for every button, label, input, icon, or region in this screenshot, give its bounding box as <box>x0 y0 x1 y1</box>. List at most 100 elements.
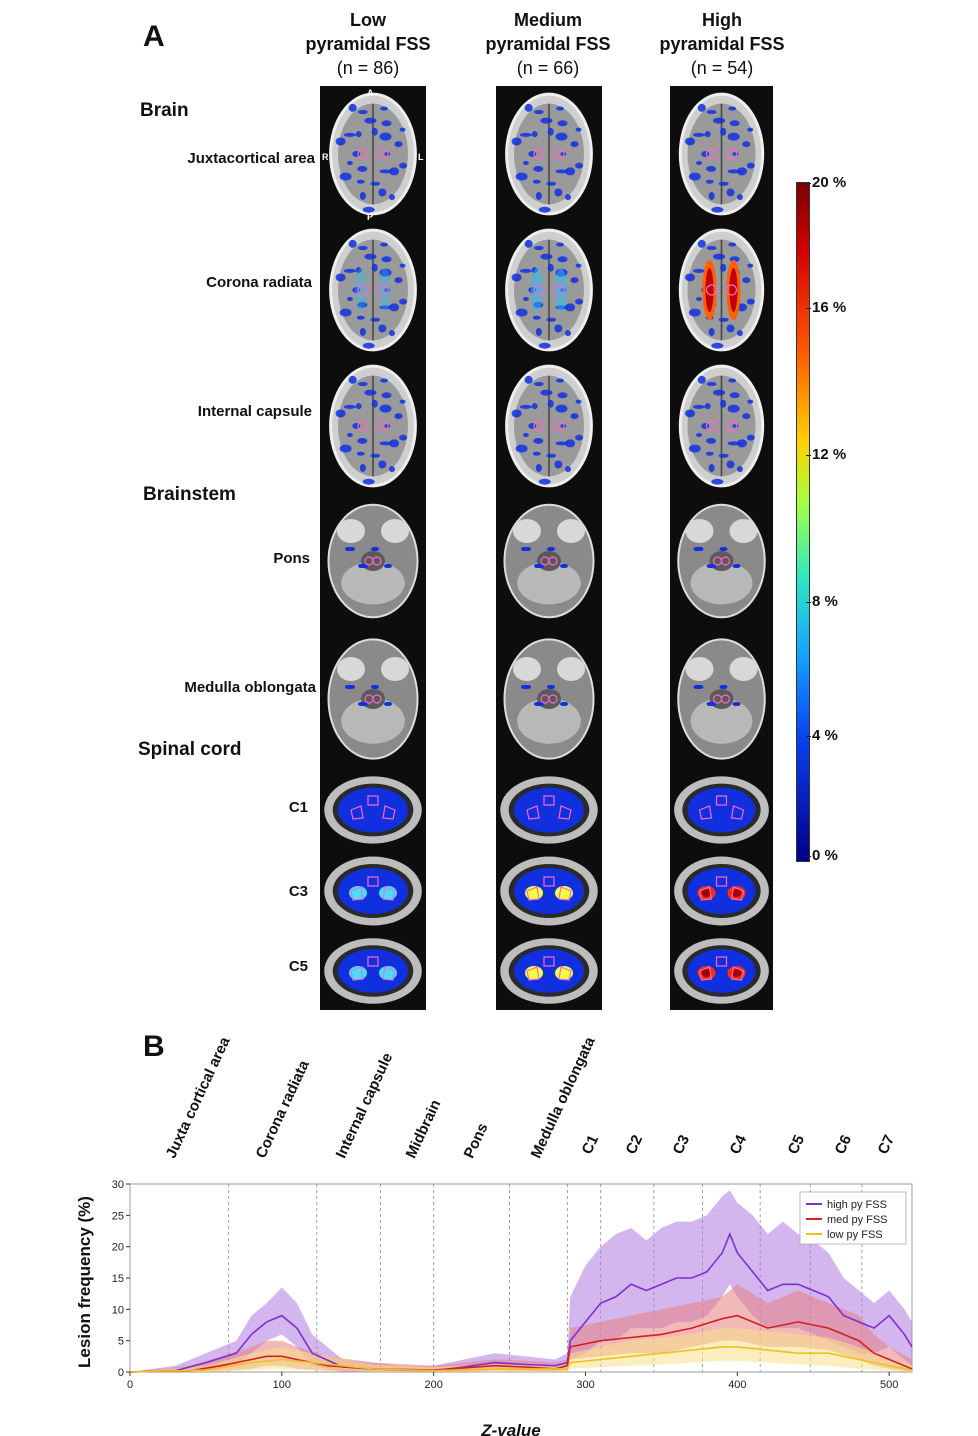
column-medium-title-line1: Medium <box>513 10 582 30</box>
legend-label-0: high py FSS <box>827 1199 887 1211</box>
column-medium-title-line2: pyramidal FSS <box>485 34 611 54</box>
column-low-title-line2: pyramidal FSS <box>305 34 431 54</box>
legend-label-2: low py FSS <box>827 1229 883 1241</box>
tile-high-corona-radiata <box>670 222 773 358</box>
section-label-spinal-cord: Spinal cord <box>138 739 242 760</box>
tile-medium-c3 <box>496 850 602 932</box>
region-label-3: Midbrain <box>402 1097 445 1161</box>
section-label-brain: Brain <box>140 100 189 121</box>
region-label-6: C1 <box>578 1132 603 1157</box>
line-high-py-FSS <box>129 1231 913 1373</box>
region-label-10: C5 <box>784 1132 809 1157</box>
column-header-high: High pyramidal FSS (n = 54) <box>627 8 817 80</box>
region-label-1: Corona radiata <box>252 1057 313 1161</box>
tile-high-c3 <box>670 850 773 932</box>
x-axis-label: Z-value <box>480 1421 541 1436</box>
row-label-c3: C3 <box>288 883 308 900</box>
chart-legend: high py FSS med py FSS low py FSS <box>799 1191 907 1245</box>
region-label-9: C4 <box>726 1132 751 1157</box>
region-label-7: C2 <box>622 1132 647 1157</box>
band-med-py-FSS <box>130 1284 912 1372</box>
tile-medium-medulla <box>496 628 602 770</box>
colorbar-tick-20: 20 % <box>805 174 847 191</box>
y-tick-label-10: 10 <box>112 1304 124 1316</box>
row-label-c5: C5 <box>288 958 308 975</box>
region-label-2: Internal capsule <box>332 1050 397 1161</box>
region-label-8: C3 <box>669 1132 694 1157</box>
tile-medium-corona-radiata <box>496 222 602 358</box>
tile-medium-juxtacortical <box>496 86 602 222</box>
y-tick-label-20: 20 <box>112 1242 124 1254</box>
tile-medium-c1 <box>496 770 602 850</box>
tile-low-corona-radiata <box>320 222 426 358</box>
column-low-count: (n = 86) <box>336 58 400 78</box>
colorbar-tick-0: 0 % <box>806 847 838 864</box>
tile-medium-internal-capsule <box>496 358 602 494</box>
region-label-0: Juxta cortical area <box>162 1034 234 1161</box>
colorbar-tick-4: 4 % <box>806 727 838 744</box>
tile-low-c1 <box>320 770 426 850</box>
tile-medium-c5 <box>496 932 602 1010</box>
tile-low-medulla <box>320 628 426 770</box>
tile-low-pons <box>320 494 426 628</box>
tile-high-juxtacortical <box>670 86 773 222</box>
colorbar-tick-16: 16 % <box>805 299 847 316</box>
line-low-py-FSS <box>129 1346 913 1373</box>
lesion-frequency-chart: 0 100 200 300 400 500 0 5 10 15 20 25 30 Z-value Lesio… <box>75 1179 913 1436</box>
x-tick-label-200: 200 <box>425 1379 443 1391</box>
column-medium-count: (n = 66) <box>516 58 580 78</box>
row-label-medulla: Medulla oblongata <box>184 679 316 696</box>
row-label-corona-radiata: Corona radiata <box>206 274 312 291</box>
tile-medium-pons <box>496 494 602 628</box>
tile-low-c5 <box>320 932 426 1010</box>
x-tick-label-100: 100 <box>273 1379 291 1391</box>
band-high-py-FSS <box>130 1190 912 1372</box>
region-label-4: Pons <box>460 1120 492 1161</box>
column-low-title-line1: Low <box>350 10 386 30</box>
column-high-count: (n = 54) <box>690 58 754 78</box>
region-label-11: C6 <box>831 1132 856 1157</box>
tile-low-juxtacortical <box>320 86 426 222</box>
axes: 0 100 200 300 400 500 0 5 10 15 20 25 30 Z-value Lesio… <box>75 1179 898 1436</box>
column-high-title-line1: High <box>702 10 742 30</box>
band-low-py-FSS <box>130 1328 912 1372</box>
y-tick-label-25: 25 <box>112 1210 124 1222</box>
y-tick-label-15: 15 <box>112 1273 124 1285</box>
orientation-posterior: P <box>367 212 374 222</box>
tile-high-medulla <box>670 628 773 770</box>
x-tick-label-400: 400 <box>728 1379 746 1391</box>
series-lines <box>129 1231 913 1373</box>
tile-low-internal-capsule <box>320 358 426 494</box>
tile-high-pons <box>670 494 773 628</box>
y-tick-label-5: 5 <box>118 1336 124 1348</box>
x-tick-label-500: 500 <box>880 1379 898 1391</box>
column-high-title-line2: pyramidal FSS <box>659 34 785 54</box>
tile-low-c3 <box>320 850 426 932</box>
colorbar-tick-12: 12 % <box>805 446 847 463</box>
orientation-anterior: A <box>367 88 374 98</box>
row-label-juxtacortical: Juxtacortical area <box>187 150 315 167</box>
confidence-bands <box>130 1190 912 1372</box>
line-med-py-FSS <box>129 1314 913 1373</box>
row-label-pons: Pons <box>273 550 310 567</box>
orientation-left: L <box>418 152 424 162</box>
panel-b-letter: B <box>143 1030 165 1063</box>
orientation-right: R <box>322 152 329 162</box>
x-tick-label-300: 300 <box>576 1379 594 1391</box>
region-label-12: C7 <box>874 1132 899 1157</box>
row-label-c1: C1 <box>288 799 308 816</box>
column-header-low: Low pyramidal FSS (n = 86) <box>273 8 463 80</box>
row-label-internal-capsule: Internal capsule <box>197 403 312 420</box>
y-tick-label-30: 30 <box>112 1179 124 1191</box>
tile-high-internal-capsule <box>670 358 773 494</box>
colorbar <box>796 182 810 862</box>
y-axis-label: Lesion frequency (%) <box>75 1196 94 1368</box>
legend-label-1: med py FSS <box>827 1214 888 1226</box>
x-tick-label-0: 0 <box>127 1379 133 1391</box>
column-header-medium: Medium pyramidal FSS (n = 66) <box>453 8 643 80</box>
tile-high-c5 <box>670 932 773 1010</box>
colorbar-tick-8: 8 % <box>806 593 838 610</box>
tile-high-c1 <box>670 770 773 850</box>
panel-a-letter: A <box>143 20 165 53</box>
section-label-brainstem: Brainstem <box>143 484 236 505</box>
